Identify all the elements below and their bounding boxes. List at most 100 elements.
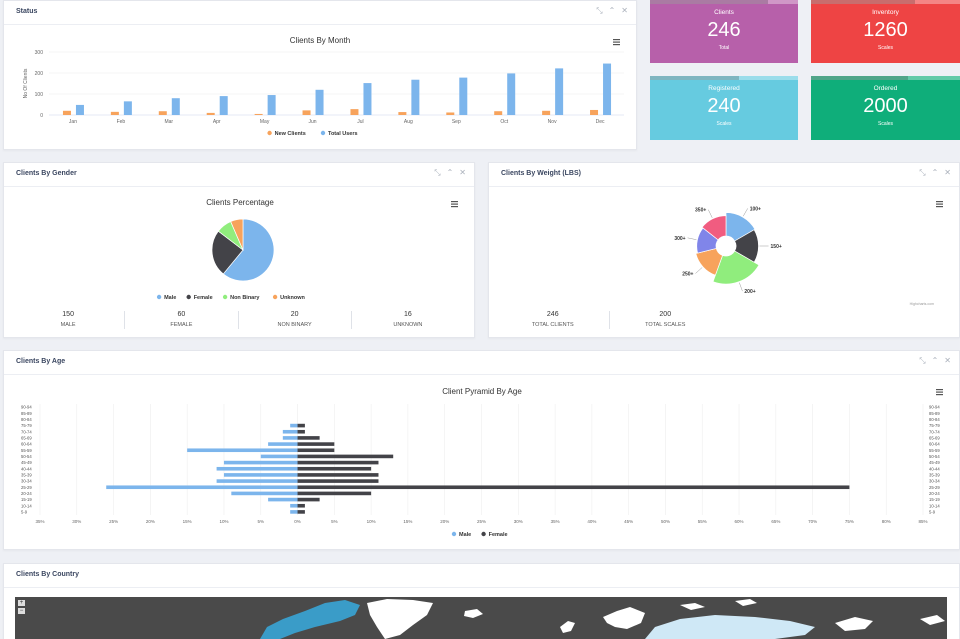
donut-slice [725, 212, 756, 242]
y-tick-label: 80-84 [21, 417, 32, 422]
stat-label: Clients [714, 9, 734, 16]
x-tick-label: 10% [367, 519, 376, 524]
panel-header: Clients By Age ⤡ ⌃ ✕ [4, 351, 959, 375]
menu-icon-line [613, 39, 620, 41]
expand-icon[interactable]: ⤡ [919, 168, 926, 177]
zoom-out-button[interactable]: − [18, 608, 25, 614]
summary-value: 150 [62, 311, 74, 318]
stat-card-clients[interactable]: Clients 246 Total [650, 0, 798, 63]
bar [268, 497, 298, 502]
weight-panel: Clients By Weight (LBS) ⤡ ⌃ ✕ 100+ 150+ 20… [488, 162, 960, 338]
donut-slice [701, 215, 727, 241]
collapse-icon[interactable]: ⌃ [446, 168, 454, 177]
bar [171, 98, 180, 115]
y-tick-label: 20-24 [21, 491, 32, 496]
clients-by-month-chart: Clients By Month 0 100 200 300 No Of Clients J… [23, 36, 624, 137]
collapse-icon[interactable]: ⌃ [931, 168, 939, 177]
y-tick-label-right: 80-84 [929, 417, 940, 422]
x-tick-label: 50% [661, 519, 670, 524]
legend-item: Total Users [328, 131, 358, 137]
menu-icon[interactable] [936, 389, 943, 396]
menu-icon[interactable] [936, 201, 943, 208]
summary-unknown: 16 UNKNOWN [352, 311, 464, 329]
y-tick-label: 50-54 [21, 454, 32, 459]
bar [494, 111, 503, 115]
menu-icon[interactable] [451, 201, 458, 208]
close-icon[interactable]: ✕ [944, 356, 951, 365]
legend-marker [481, 531, 486, 537]
panel-title: Clients By Country [16, 571, 80, 578]
panel-tools: ⤡ ⌃ ✕ [919, 168, 951, 178]
stat-card-registered[interactable]: Registered 240 Scales [650, 76, 798, 140]
stat-card-ordered[interactable]: Ordered 2000 Scales [811, 76, 960, 140]
expand-icon[interactable]: ⤡ [596, 6, 603, 15]
x-tick-label: 20% [440, 519, 449, 524]
x-tick-label: 10% [219, 519, 228, 524]
bar [297, 442, 335, 446]
legend-marker [320, 130, 326, 136]
x-tick-label: 15% [403, 519, 412, 524]
y-tick-label-right: 5-9 [929, 509, 936, 514]
menu-icon-line [936, 203, 943, 205]
y-tick-label: 200 [35, 71, 44, 77]
x-tick-label: 30% [72, 519, 81, 524]
close-icon[interactable]: ✕ [459, 168, 466, 177]
menu-icon[interactable] [613, 39, 620, 46]
menu-icon-line [451, 203, 458, 205]
y-tick-label-right: 40-44 [929, 466, 940, 471]
bar [290, 423, 298, 428]
y-tick-label: 15-19 [21, 497, 32, 502]
summary-value: 20 [290, 311, 299, 318]
x-tick-label: Oct [500, 119, 508, 125]
stat-card-inventory[interactable]: Inventory 1260 Scales [811, 0, 960, 63]
y-tick-label: 10-14 [21, 503, 32, 508]
y-tick-label: 35-39 [21, 472, 32, 477]
world-map[interactable] [15, 597, 947, 639]
bar [282, 436, 298, 440]
y-tick-label: 300 [35, 50, 44, 56]
clients-percentage-chart: Clients Percentage Male Female Non Binary Un… [156, 198, 458, 301]
x-tick-label: Jul [357, 119, 363, 125]
y-tick-label: 5-9 [21, 509, 28, 514]
bar [297, 479, 379, 483]
y-tick-label: 65-69 [21, 435, 32, 440]
zoom-in-button[interactable]: + [18, 600, 25, 606]
summary-value: 16 [403, 311, 412, 318]
data-label-connector [743, 208, 748, 217]
expand-icon[interactable]: ⤡ [434, 168, 441, 177]
menu-icon-line [613, 41, 620, 43]
menu-icon-line [936, 394, 943, 396]
summary-value: 246 [546, 311, 559, 318]
collapse-icon[interactable]: ⌃ [608, 6, 616, 15]
menu-icon-line [936, 389, 943, 391]
bar [216, 466, 298, 471]
bar [290, 510, 298, 514]
y-tick-label-right: 30-34 [929, 479, 940, 484]
chart-credit: Highcharts.com [910, 302, 934, 306]
panel-title: Status [16, 8, 38, 15]
x-tick-label: 35% [551, 519, 560, 524]
bar [302, 110, 311, 115]
summary-label: TOTAL CLIENTS [531, 322, 574, 328]
collapse-icon[interactable]: ⌃ [931, 356, 939, 365]
x-tick-label: Sep [452, 119, 461, 125]
progress-bar [650, 76, 739, 80]
y-tick-label: 55-59 [21, 448, 32, 453]
x-tick-label: Apr [213, 119, 221, 125]
close-icon[interactable]: ✕ [944, 168, 951, 177]
expand-icon[interactable]: ⤡ [919, 356, 926, 365]
close-icon[interactable]: ✕ [621, 6, 628, 15]
bar [231, 491, 298, 496]
legend-marker [267, 130, 272, 136]
clients-by-weight-chart: 100+ 150+ 200+ 250+ 300+ 350+ Highcharts.com [674, 201, 943, 306]
bar [297, 491, 372, 496]
x-tick-label: 60% [735, 519, 744, 524]
island-shape [835, 617, 873, 631]
donut-slice [695, 247, 724, 276]
y-tick-label-right: 60-64 [929, 442, 940, 447]
y-tick-label-right: 20-24 [929, 491, 940, 496]
menu-icon-line [613, 44, 620, 46]
pie-slice [211, 230, 244, 275]
legend-item: Unknown [280, 295, 305, 301]
legend-marker [156, 294, 162, 300]
